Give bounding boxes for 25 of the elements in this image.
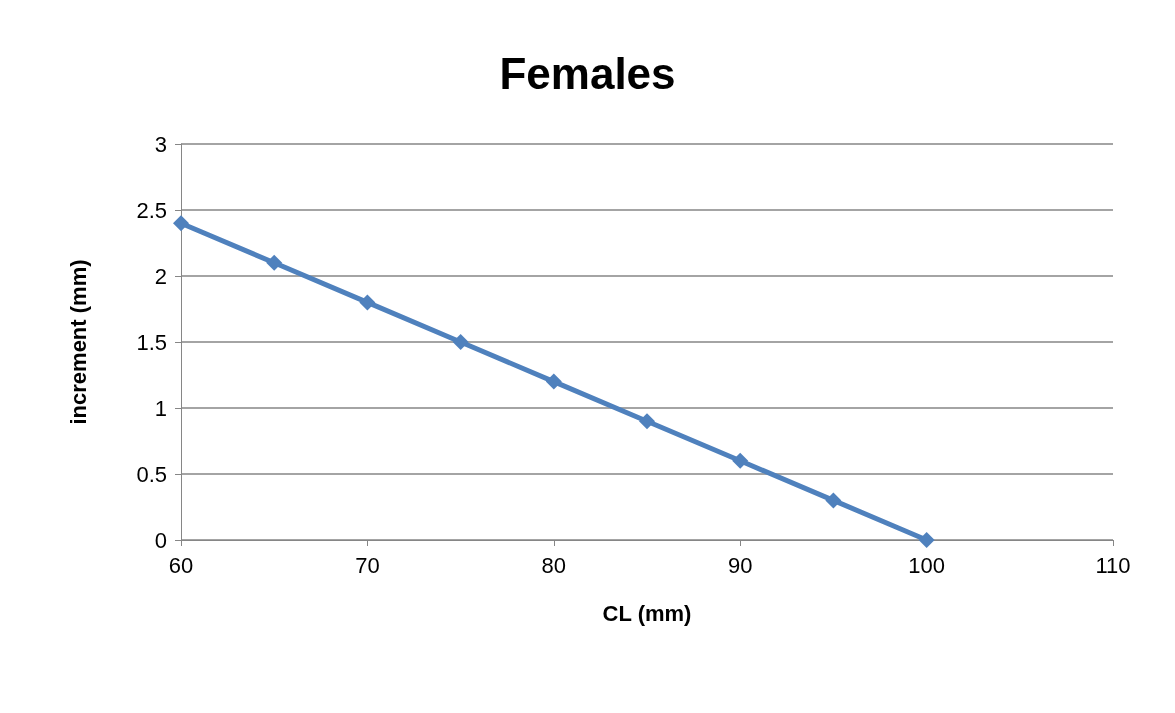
y-tick-label: 1.5 xyxy=(136,329,167,355)
point xyxy=(359,294,376,311)
x-tick-label: 80 xyxy=(541,552,567,578)
y-tick-label: 3 xyxy=(154,131,167,157)
x-tick-label: 100 xyxy=(908,552,945,578)
point xyxy=(639,413,655,430)
x-tick-label: 70 xyxy=(355,552,380,578)
x-tick-label: 90 xyxy=(727,552,753,578)
y-tick-label: 1 xyxy=(154,395,167,421)
point xyxy=(732,452,749,469)
chart-title: Females xyxy=(499,48,676,98)
y-tick-label: 0.5 xyxy=(136,461,167,487)
y-axis-title: increment (mm) xyxy=(65,259,91,425)
x-axis-title: CL (mm) xyxy=(602,600,692,626)
point xyxy=(266,254,283,271)
y-tick-label: 2 xyxy=(154,263,167,289)
point xyxy=(173,215,189,232)
point xyxy=(545,373,562,390)
point xyxy=(452,334,469,350)
x-tick-label: 110 xyxy=(1095,552,1131,578)
y-tick-label: 0 xyxy=(154,527,167,553)
y-tick-label: 2.5 xyxy=(136,197,167,223)
point xyxy=(825,492,842,509)
x-tick-label: 60 xyxy=(168,552,194,578)
point xyxy=(918,532,935,548)
